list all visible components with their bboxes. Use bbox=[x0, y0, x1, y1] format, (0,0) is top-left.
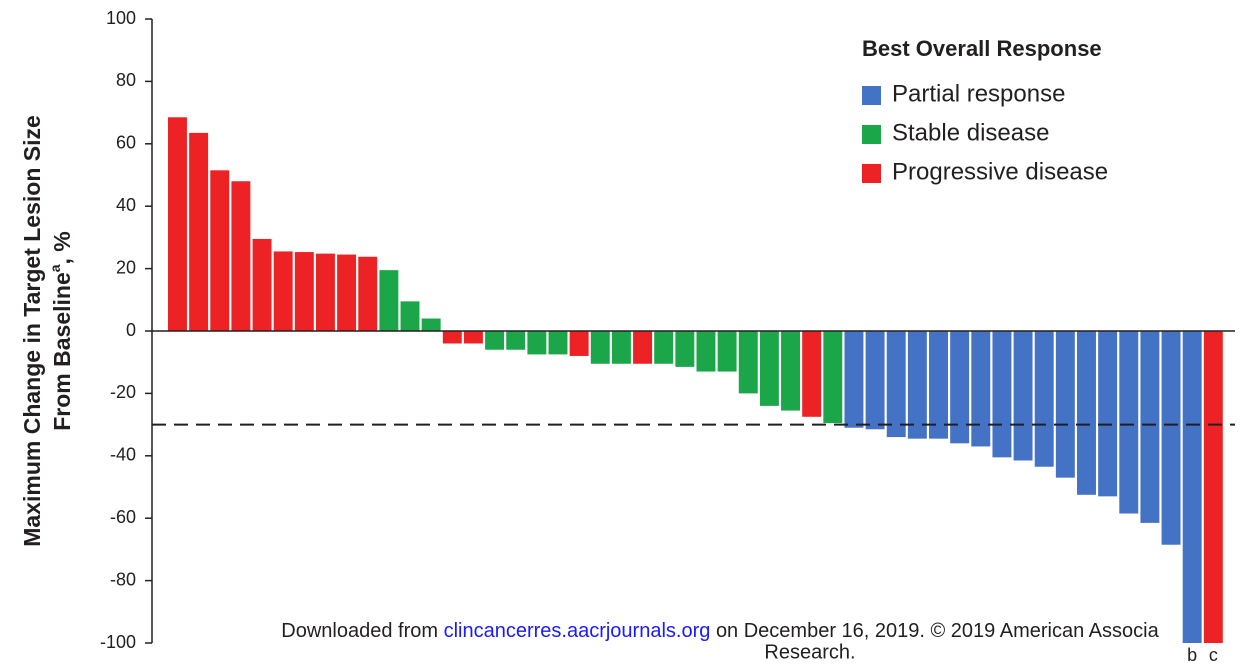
bar bbox=[696, 331, 716, 372]
bar bbox=[886, 331, 906, 438]
bar bbox=[1119, 331, 1139, 514]
legend-swatch bbox=[862, 125, 881, 144]
watermark-line2: Research. bbox=[764, 641, 855, 663]
y-tick-label: -60 bbox=[110, 507, 136, 527]
bar bbox=[315, 253, 335, 331]
bar bbox=[844, 331, 864, 428]
watermark-suffix: on December 16, 2019. © 2019 American As… bbox=[716, 620, 1160, 642]
y-tick-label: 80 bbox=[116, 70, 136, 90]
y-axis-label: Maximum Change in Target Lesion Size bbox=[19, 115, 45, 547]
bar bbox=[1055, 331, 1075, 478]
y-tick-label: -40 bbox=[110, 445, 136, 465]
bar bbox=[421, 318, 441, 331]
bar bbox=[506, 331, 526, 350]
bar bbox=[1140, 331, 1160, 523]
bar bbox=[1013, 331, 1033, 461]
bar bbox=[633, 331, 653, 364]
legend-swatch bbox=[862, 86, 881, 105]
bar bbox=[654, 331, 674, 364]
y-axis-label-suffix: , % bbox=[49, 231, 75, 264]
bar bbox=[358, 256, 378, 331]
bar bbox=[823, 331, 843, 424]
bar bbox=[1034, 331, 1054, 467]
y-axis-label-sup: a bbox=[47, 264, 63, 272]
bar bbox=[759, 331, 779, 406]
bar bbox=[717, 331, 737, 372]
watermark: Downloaded from clincancerres.aacrjourna… bbox=[281, 620, 1159, 642]
x-tick-label: b bbox=[1187, 645, 1197, 665]
watermark-link[interactable]: clincancerres.aacrjournals.org bbox=[444, 620, 711, 642]
bar bbox=[929, 331, 948, 439]
y-axis-label: From Baselinea, % bbox=[47, 231, 75, 431]
bar bbox=[1077, 331, 1096, 495]
bar bbox=[379, 270, 399, 331]
bar bbox=[675, 331, 695, 367]
legend-swatch bbox=[862, 164, 881, 183]
bar bbox=[252, 238, 272, 331]
y-tick-label: -100 bbox=[100, 632, 136, 652]
bar bbox=[337, 254, 357, 331]
bar bbox=[294, 252, 314, 331]
bar bbox=[442, 331, 462, 344]
bar bbox=[611, 331, 631, 364]
y-tick-label: 0 bbox=[126, 320, 136, 340]
bar bbox=[548, 331, 568, 355]
bar bbox=[907, 331, 927, 439]
y-axis-label-main: From Baseline bbox=[49, 272, 75, 431]
bar bbox=[189, 132, 209, 331]
legend-label: Stable disease bbox=[892, 119, 1049, 146]
bar bbox=[400, 301, 420, 331]
bar bbox=[231, 181, 251, 331]
y-tick-label: -20 bbox=[110, 382, 136, 402]
bar bbox=[463, 331, 483, 344]
y-tick-label: 100 bbox=[106, 8, 136, 28]
legend-label: Progressive disease bbox=[892, 158, 1108, 185]
bar bbox=[1098, 331, 1118, 497]
bar bbox=[273, 251, 293, 331]
bar bbox=[865, 331, 885, 430]
legend-label: Partial response bbox=[892, 80, 1065, 107]
bar bbox=[210, 170, 230, 331]
watermark-prefix: Downloaded from bbox=[281, 620, 438, 642]
bar bbox=[950, 331, 970, 444]
bar bbox=[802, 331, 822, 417]
y-tick-label: -80 bbox=[110, 569, 136, 589]
y-tick-label: 60 bbox=[116, 133, 136, 153]
legend-title: Best Overall Response bbox=[862, 36, 1102, 61]
bar bbox=[1203, 331, 1223, 643]
bar bbox=[971, 331, 991, 447]
bar bbox=[992, 331, 1012, 458]
x-tick-label: c bbox=[1209, 645, 1218, 665]
y-tick-label: 40 bbox=[116, 195, 136, 215]
bar bbox=[168, 117, 187, 331]
y-tick-label: 20 bbox=[116, 257, 136, 277]
bar bbox=[485, 331, 505, 350]
bar bbox=[590, 331, 610, 364]
bar bbox=[1182, 331, 1202, 643]
bar bbox=[1161, 331, 1181, 545]
bar bbox=[738, 331, 758, 394]
bar bbox=[527, 331, 547, 355]
bar bbox=[569, 331, 589, 356]
bar bbox=[781, 331, 800, 411]
